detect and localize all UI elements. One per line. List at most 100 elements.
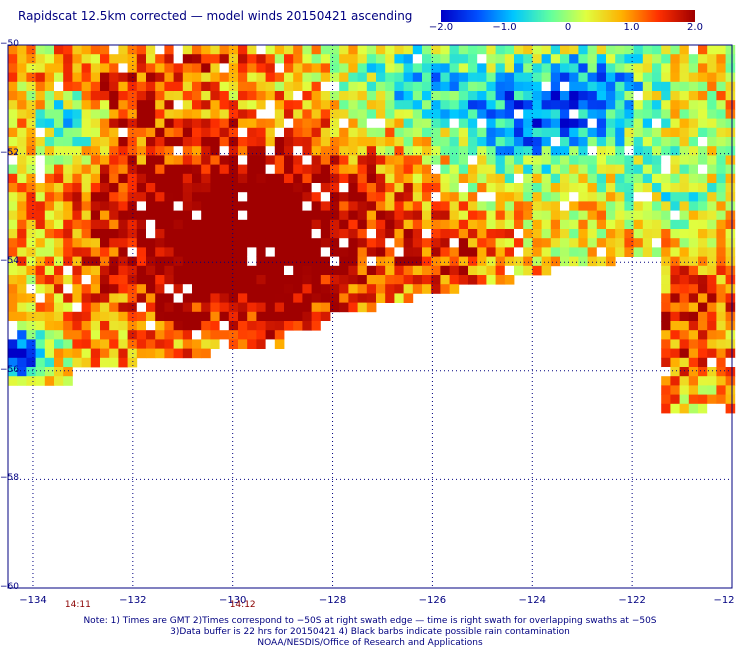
heatmap-cell [569, 238, 579, 248]
heatmap-cell [578, 72, 588, 83]
heatmap-cell [339, 118, 349, 129]
heatmap-cell [247, 247, 257, 257]
heatmap-cell [8, 63, 18, 73]
heatmap-cell [330, 109, 340, 119]
heatmap-cell [100, 81, 110, 92]
heatmap-cell [376, 219, 386, 230]
heatmap-cell [403, 210, 414, 221]
heatmap-cell [569, 45, 579, 55]
heatmap-cell [63, 302, 73, 313]
heatmap-cell [486, 91, 496, 101]
heatmap-cell [468, 54, 478, 64]
heatmap-cell [458, 265, 469, 276]
heatmap-cell [642, 155, 653, 165]
heatmap-cell [532, 45, 542, 55]
heatmap-cell [265, 275, 276, 285]
heatmap-cell [578, 164, 588, 175]
heatmap-cell [201, 100, 211, 110]
heatmap-cell [578, 192, 588, 202]
heatmap-cell [679, 229, 690, 239]
heatmap-cell [725, 403, 736, 414]
heatmap-cell [339, 109, 349, 119]
heatmap-cell [8, 146, 18, 156]
heatmap-cell [569, 127, 579, 138]
heatmap-cell [587, 164, 598, 175]
heatmap-cell [173, 265, 184, 276]
heatmap-cell [182, 302, 193, 313]
heatmap-cell [495, 109, 506, 119]
heatmap-cell [247, 330, 257, 340]
heatmap-cell [652, 72, 662, 83]
heatmap-cell [560, 201, 570, 211]
heatmap-cell [26, 330, 36, 340]
heatmap-cell [357, 91, 368, 101]
heatmap-cell [302, 54, 312, 64]
heatmap-cell [541, 219, 552, 230]
heatmap-cell [642, 192, 653, 202]
heatmap-cell [624, 238, 634, 248]
heatmap-cell [652, 173, 662, 184]
heatmap-cell [293, 91, 303, 101]
heatmap-cell [661, 385, 671, 395]
heatmap-cell [661, 293, 671, 303]
heatmap-cell [182, 192, 193, 202]
heatmap-cell [164, 348, 174, 359]
heatmap-cell [63, 164, 73, 175]
heatmap-cell [394, 173, 404, 184]
heatmap-cell [81, 302, 92, 313]
heatmap-cell [173, 72, 184, 83]
heatmap-cell [477, 45, 487, 55]
heatmap-cell [256, 192, 266, 202]
heatmap-cell [118, 247, 128, 257]
heatmap-cell [394, 109, 404, 119]
heatmap-cell [146, 72, 156, 83]
heatmap-cell [688, 54, 699, 64]
heatmap-cell [412, 146, 423, 156]
heatmap-cell [17, 63, 27, 73]
heatmap-cell [550, 219, 561, 230]
heatmap-cell [725, 229, 736, 239]
heatmap-cell [670, 311, 680, 322]
heatmap-cell [560, 164, 570, 175]
heatmap-cell [366, 164, 377, 175]
heatmap-cell [136, 183, 147, 193]
heatmap-cell [81, 357, 92, 368]
heatmap-cell [219, 109, 230, 119]
heatmap-cell [339, 45, 349, 55]
heatmap-cell [118, 118, 128, 129]
heatmap-cell [201, 210, 211, 221]
heatmap-cell [311, 81, 322, 92]
heatmap-cell [118, 311, 128, 322]
heatmap-cell [256, 109, 266, 119]
heatmap-cell [477, 127, 487, 138]
heatmap-cell [173, 275, 184, 285]
heatmap-cell [366, 100, 377, 110]
heatmap-cell [100, 265, 110, 276]
heatmap-cell [504, 109, 515, 119]
heatmap-cell [293, 146, 303, 156]
heatmap-cell [256, 54, 266, 64]
heatmap-cell [725, 357, 736, 368]
heatmap-cell [716, 91, 726, 101]
heatmap-cell [707, 210, 717, 221]
heatmap-cell [26, 72, 36, 83]
heatmap-cell [642, 146, 653, 156]
heatmap-cell [477, 63, 487, 73]
heatmap-cell [63, 321, 73, 331]
heatmap-cell [707, 45, 717, 55]
heatmap-cell [440, 229, 450, 239]
heatmap-cell [412, 229, 423, 239]
heatmap-cell [523, 265, 533, 276]
heatmap-cell [8, 155, 18, 165]
heatmap-cell [265, 293, 276, 303]
heatmap-cell [136, 81, 147, 92]
heatmap-cell [118, 81, 128, 92]
heatmap-cell [670, 247, 680, 257]
heatmap-cell [173, 330, 184, 340]
heatmap-cell [541, 247, 552, 257]
heatmap-cell [422, 118, 432, 129]
heatmap-cell [54, 118, 64, 129]
heatmap-cell [716, 275, 726, 285]
heatmap-cell [127, 339, 138, 349]
heatmap-cell [155, 155, 165, 165]
